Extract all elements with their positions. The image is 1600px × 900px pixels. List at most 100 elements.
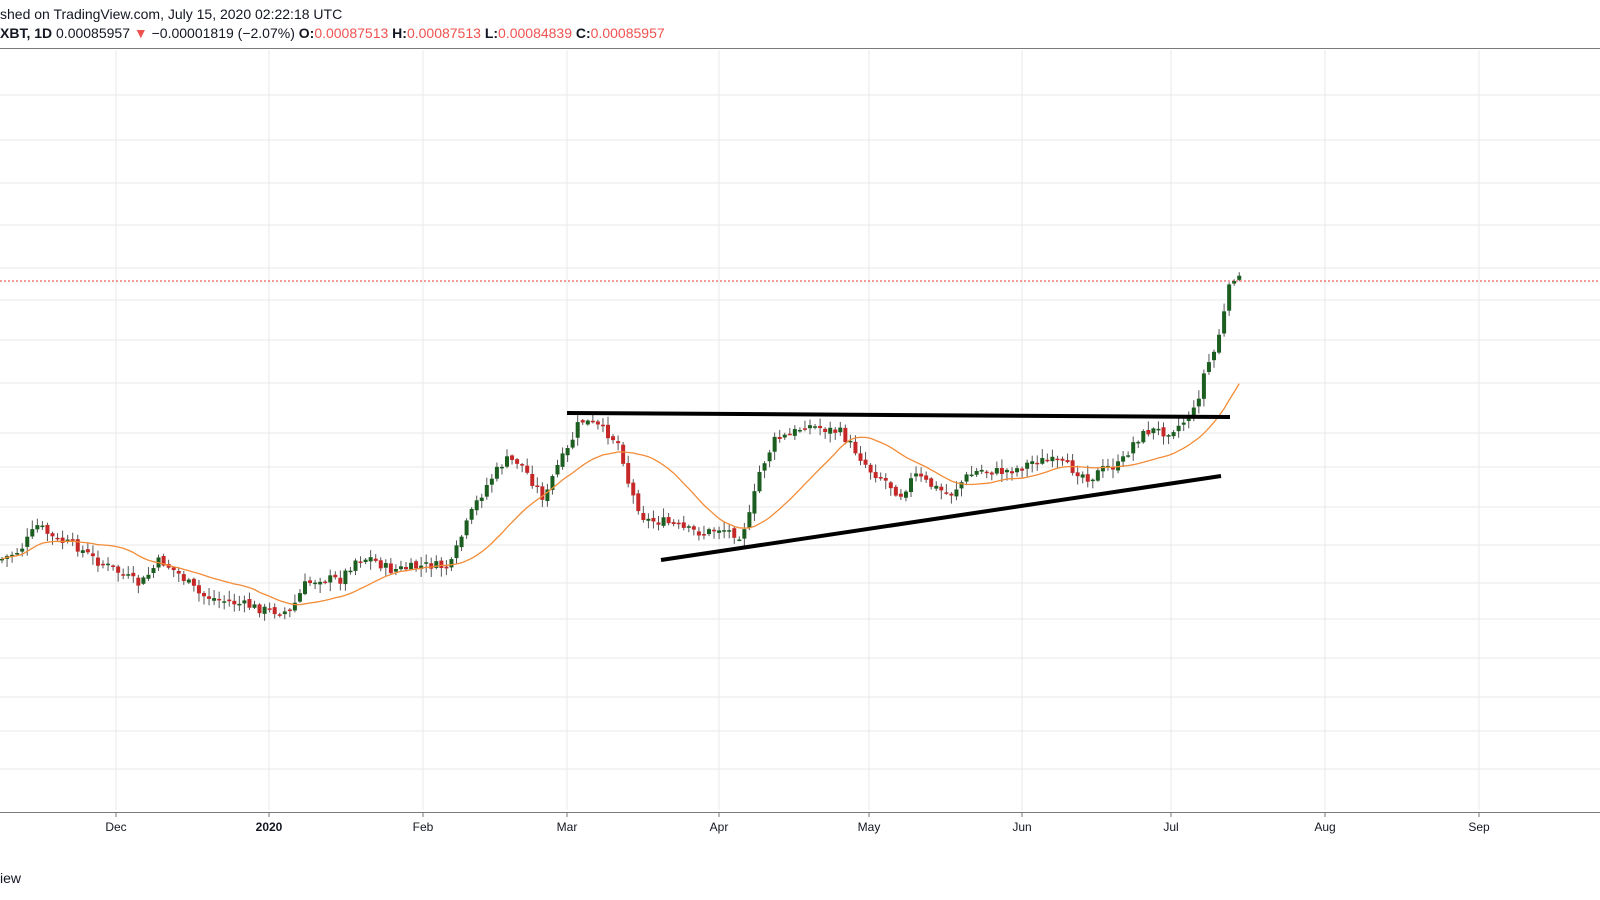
candle-up	[717, 530, 722, 533]
candle-up	[838, 427, 843, 433]
candle-down	[45, 524, 50, 534]
x-tick-label: Feb	[413, 820, 434, 834]
candle-up	[10, 554, 15, 557]
candle-up	[363, 559, 368, 563]
candle-up	[560, 453, 565, 467]
candle-down	[898, 493, 903, 497]
candle-up	[1227, 284, 1232, 311]
candle-up	[1040, 458, 1045, 464]
candle-down	[90, 553, 95, 557]
candles	[0, 272, 1242, 621]
down-arrow-icon: ▼	[133, 25, 148, 41]
candle-down	[1146, 429, 1151, 435]
candle-up	[1136, 441, 1141, 444]
x-tick-label: Jul	[1163, 820, 1178, 834]
candle-up	[393, 569, 398, 572]
publish-text: shed on TradingView.com, July 15, 2020 0…	[0, 6, 343, 22]
candle-up	[808, 425, 812, 429]
candle-down	[510, 455, 515, 460]
candle-down	[626, 463, 631, 484]
candle-down	[540, 486, 545, 500]
candle-up	[328, 575, 333, 583]
price-change: −0.00001819 (−2.07%)	[151, 25, 295, 41]
footer-text: iew	[0, 870, 22, 886]
candle-up	[1237, 275, 1242, 280]
candle-up	[186, 579, 191, 583]
candle-up	[454, 545, 459, 559]
candle-down	[590, 420, 595, 423]
candle-down	[802, 428, 807, 430]
candle-up	[1116, 461, 1121, 471]
candle-up	[1186, 418, 1191, 422]
candle-down	[712, 529, 717, 532]
candle-up	[30, 529, 35, 537]
candle-up	[792, 429, 797, 436]
candle-down	[429, 563, 434, 569]
candle-up	[459, 536, 464, 548]
candle-down	[671, 522, 676, 525]
candle-up	[146, 574, 151, 579]
candle-up	[348, 570, 353, 573]
candle-down	[161, 556, 166, 566]
candle-up	[646, 518, 651, 521]
candle-down	[75, 539, 80, 552]
candle-down	[676, 522, 681, 525]
candle-up	[903, 491, 908, 498]
x-tick-label: 2020	[256, 820, 283, 834]
candle-up	[555, 464, 560, 475]
candle-up	[1004, 469, 1009, 473]
candle-up	[242, 600, 247, 604]
candle-up	[1206, 362, 1211, 372]
candle-down	[949, 493, 954, 496]
candle-up	[772, 436, 777, 452]
candle-up	[0, 558, 4, 561]
candle-up	[464, 520, 469, 536]
x-tick-label: Dec	[105, 820, 126, 834]
candle-up	[1222, 311, 1227, 334]
candle-down	[999, 468, 1004, 474]
candle-down	[70, 539, 75, 541]
candle-up	[409, 562, 414, 570]
ohlc-legend: XBT, 1D 0.00085957 ▼ −0.00001819 (−2.07%…	[0, 25, 665, 41]
candle-down	[525, 465, 530, 473]
candle-up	[20, 548, 25, 552]
x-axis: Dec 2020 Feb Mar Apr May Jun Jul Aug Sep	[105, 812, 1490, 834]
candle-down	[580, 420, 585, 423]
candle-up	[727, 530, 732, 532]
candle-up	[722, 530, 727, 532]
candle-down	[863, 459, 868, 465]
candle-up	[1212, 351, 1216, 361]
candle-down	[530, 474, 535, 486]
candle-up	[1090, 479, 1095, 482]
last-price: 0.00085957	[56, 25, 130, 41]
candle-down	[121, 574, 126, 576]
candle-up	[489, 478, 494, 485]
candle-down	[95, 557, 100, 566]
candle-down	[600, 424, 605, 427]
candle-down	[924, 475, 929, 480]
candle-down	[85, 549, 90, 553]
candle-up	[1176, 425, 1181, 432]
candle-down	[929, 478, 934, 487]
candle-down	[893, 486, 898, 496]
candle-down	[1060, 458, 1065, 461]
candle-up	[40, 525, 45, 528]
candle-up	[1191, 407, 1196, 419]
candle-down	[116, 566, 121, 573]
candle-down	[696, 531, 701, 536]
candle-down	[631, 482, 636, 496]
candle-down	[414, 561, 419, 569]
candle-down	[207, 596, 212, 599]
candle-down	[1010, 471, 1014, 474]
candle-up	[252, 604, 257, 608]
candle-down	[611, 436, 616, 441]
x-tick-label: Apr	[710, 820, 729, 834]
candle-down	[919, 473, 924, 477]
candle-up	[282, 611, 287, 615]
candle-up	[964, 474, 969, 482]
close-value: 0.00085957	[590, 25, 665, 41]
low-label: L:	[484, 25, 499, 41]
candle-down	[787, 433, 792, 436]
candle-down	[232, 600, 237, 605]
